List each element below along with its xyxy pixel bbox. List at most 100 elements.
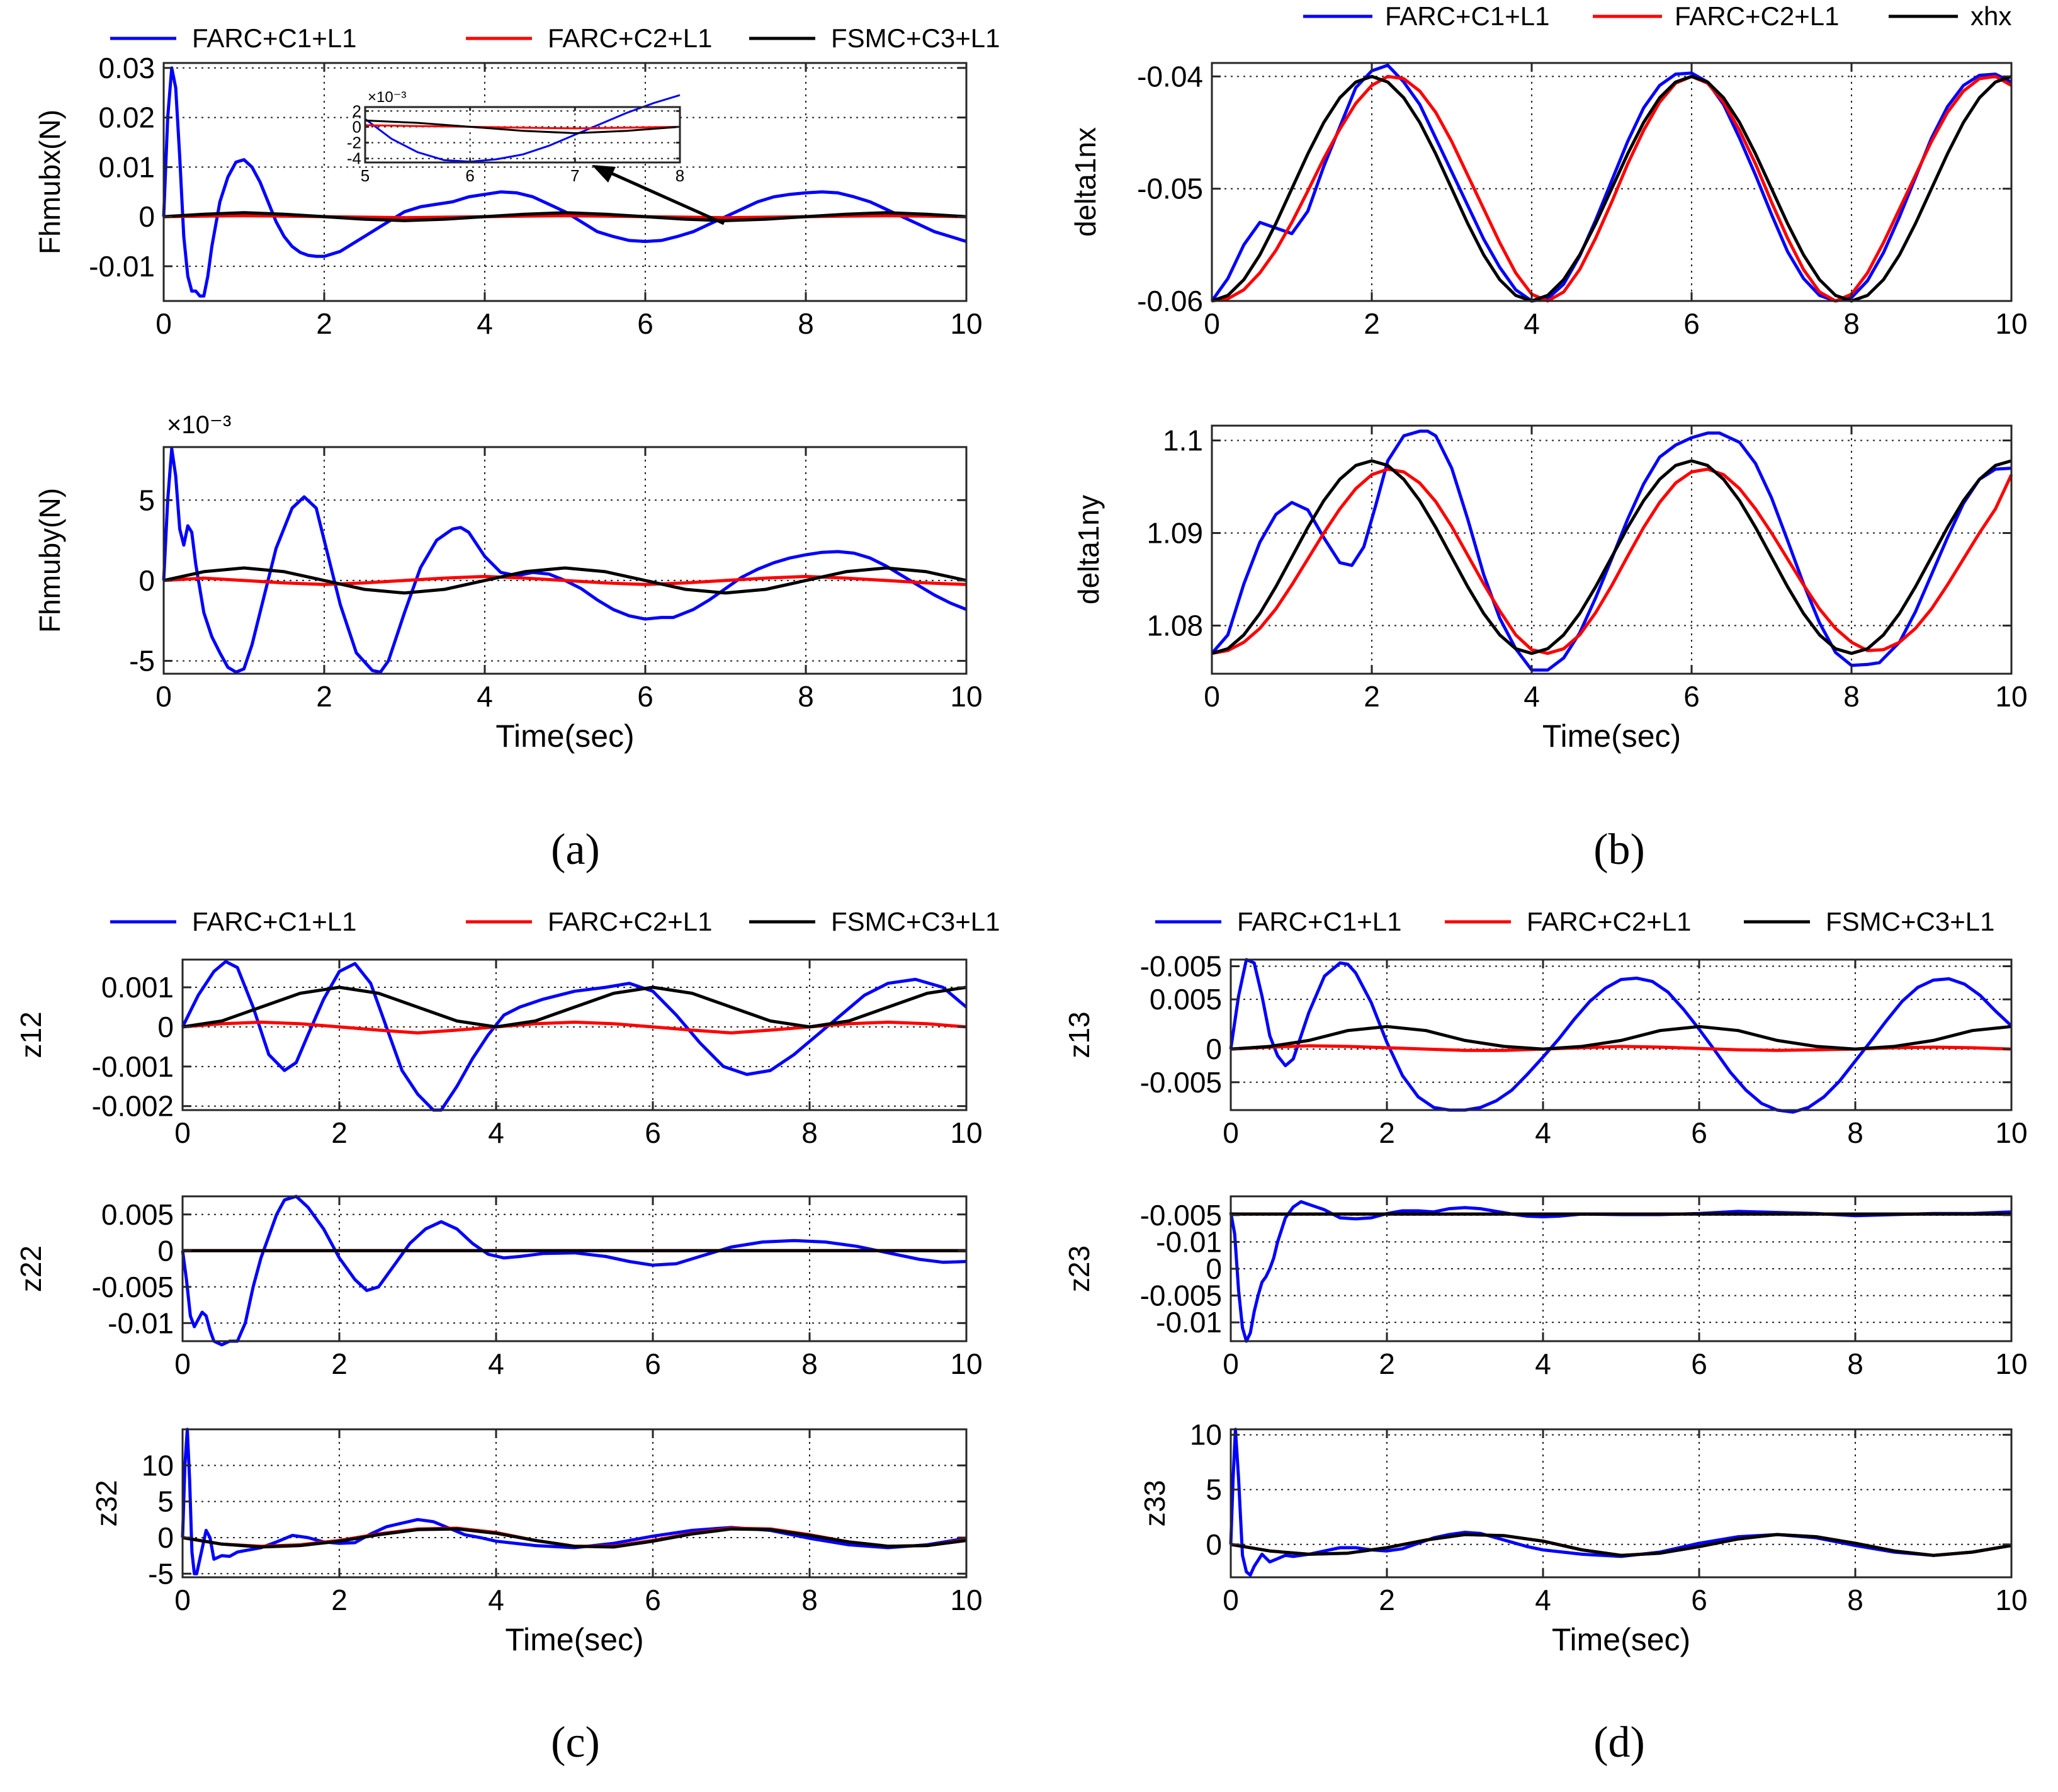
plot-area <box>183 1429 966 1577</box>
y-tick-label: -0.01 <box>108 1307 174 1339</box>
series-line-xhx <box>1211 459 2012 655</box>
x-tick-label: 10 <box>1995 1347 2027 1380</box>
x-axis-label: Time(sec) <box>1552 1622 1690 1657</box>
series-line-farc-c1-l1 <box>162 447 967 674</box>
y-tick-label: 10 <box>142 1449 174 1482</box>
figure-panels: 0 2 4 6 8 10-0.0100.010.020.03Fhmubx(N)FARC+C… <box>14 1 2028 1657</box>
y-tick-label: 0 <box>1206 1252 1222 1285</box>
y-tick-label: 0 <box>157 1234 174 1267</box>
x-tick-label: 2 <box>331 1116 348 1149</box>
x-tick-label: 5 <box>361 166 370 185</box>
y-tick-label: 0.02 <box>98 101 155 134</box>
legend-label: FARC+C1+L1 <box>192 23 356 53</box>
x-tick-label: 4 <box>1535 1584 1551 1616</box>
y-tick-label: 0 <box>1206 1033 1222 1065</box>
axes-frame <box>181 958 968 1111</box>
y-tick-label: -0.005 <box>1140 1279 1222 1312</box>
x-tick-label: 2 <box>331 1584 348 1616</box>
y-tick-label: 0 <box>1206 1528 1222 1561</box>
x-tick-label: 0 <box>155 680 172 713</box>
legend-label: FSMC+C3+L1 <box>1826 907 1994 936</box>
x-tick-label: 8 <box>801 1347 818 1380</box>
x-tick-label: 8 <box>1847 1347 1863 1380</box>
y-tick-label: -0.04 <box>1137 60 1203 93</box>
x-tick-label: 0 <box>1223 1584 1239 1616</box>
x-tick-label: 10 <box>950 1584 982 1616</box>
series-line-farc-c2-l1 <box>1211 74 2013 303</box>
y-tick-label: 0 <box>157 1011 174 1043</box>
y-tick-label: -0.01 <box>1156 1306 1222 1339</box>
x-tick-label: 2 <box>1379 1584 1395 1616</box>
x-tick-label: 4 <box>488 1347 504 1380</box>
y-axis-label: delta1ny <box>1072 495 1105 604</box>
series-line-fsmc-c3-l1 <box>1230 1533 2012 1557</box>
x-tick-label: 4 <box>1524 307 1540 340</box>
x-tick-label: 10 <box>1995 1584 2027 1616</box>
plot-area <box>164 447 966 674</box>
legend-label: xhx <box>1970 1 2011 31</box>
x-tick-label: 6 <box>637 680 653 713</box>
subplot-b1: 0 2 4 6 8 10 -0.06 -0.05 -0.04 delta1nx FARC+C1+L1… <box>1069 1 2028 340</box>
y-tick-label: 1.1 <box>1163 424 1203 457</box>
series-line-fsmc-c3-l1 <box>163 566 967 595</box>
y-tick-label: -0.005 <box>1140 1066 1222 1099</box>
axes-frame <box>1230 1428 2013 1579</box>
plot-area <box>365 107 680 162</box>
y-tick-label: -0.005 <box>1140 950 1222 983</box>
legend-label: FARC+C1+L1 <box>1237 907 1401 936</box>
y-axis-label: z12 <box>14 1011 47 1058</box>
y-tick-label: -0.002 <box>92 1090 174 1123</box>
y-tick-label: 0.03 <box>98 52 155 84</box>
zoom-arrow <box>600 167 725 225</box>
x-tick-label: 6 <box>1683 680 1700 713</box>
y-axis-label: Fhmuby(N) <box>33 488 66 633</box>
x-tick-label: 6 <box>1691 1347 1707 1380</box>
x-tick-label: 2 <box>316 307 332 340</box>
axes-frame <box>162 446 968 675</box>
x-tick-label: 10 <box>1995 1116 2027 1149</box>
panel-label-d: (d) <box>1593 1718 1645 1767</box>
series-line-farc-c1-l1 <box>365 94 681 163</box>
x-tick-label: 8 <box>1843 680 1860 713</box>
y-axis-label: z22 <box>14 1245 47 1292</box>
x-tick-label: 10 <box>950 307 982 340</box>
x-tick-label: 10 <box>1995 680 2027 713</box>
x-tick-label: 6 <box>1691 1584 1707 1616</box>
axes-frame <box>1211 62 2013 302</box>
series-line-fsmc-c3-l1 <box>182 985 967 1029</box>
y-tick-label: 5 <box>139 484 155 516</box>
y-tick-label: 0.005 <box>101 1198 174 1231</box>
x-tick-label: 2 <box>1364 680 1380 713</box>
y-tick-label: 0 <box>139 200 155 233</box>
x-tick-label: 8 <box>1843 307 1860 340</box>
y-tick-label: 5 <box>157 1485 174 1518</box>
x-tick-label: 0 <box>174 1347 191 1380</box>
series-line-farc-c1-l1 <box>1211 429 2012 672</box>
y-tick-label: -4 <box>347 149 361 168</box>
legend-label: FARC+C2+L1 <box>548 23 712 53</box>
y-axis-label: z13 <box>1063 1011 1095 1058</box>
inset-exponent: ×10⁻³ <box>368 89 406 106</box>
legend-label: FARC+C2+L1 <box>548 907 712 936</box>
zoom-inset: 5 6 7 8 20-2-4 ×10⁻³ <box>347 89 684 185</box>
axes-frame <box>1230 958 2013 1111</box>
x-tick-label: 6 <box>1683 307 1700 340</box>
series-line-farc-c1-l1 <box>1229 1200 2012 1343</box>
x-tick-label: 8 <box>676 166 684 185</box>
x-tick-label: 6 <box>465 166 474 185</box>
plot-area <box>183 1196 966 1341</box>
axes-frame <box>181 1428 968 1579</box>
y-tick-label: 0 <box>157 1521 174 1554</box>
axes-frame <box>181 1195 968 1342</box>
x-tick-label: 2 <box>331 1347 348 1380</box>
x-tick-label: 10 <box>950 1116 982 1149</box>
legend-label: FSMC+C3+L1 <box>831 23 1000 53</box>
series-line-farc-c2-l1 <box>1211 467 2013 655</box>
y-axis-label: z32 <box>90 1480 123 1526</box>
series-line-farc-c1-l1 <box>1210 64 2013 303</box>
